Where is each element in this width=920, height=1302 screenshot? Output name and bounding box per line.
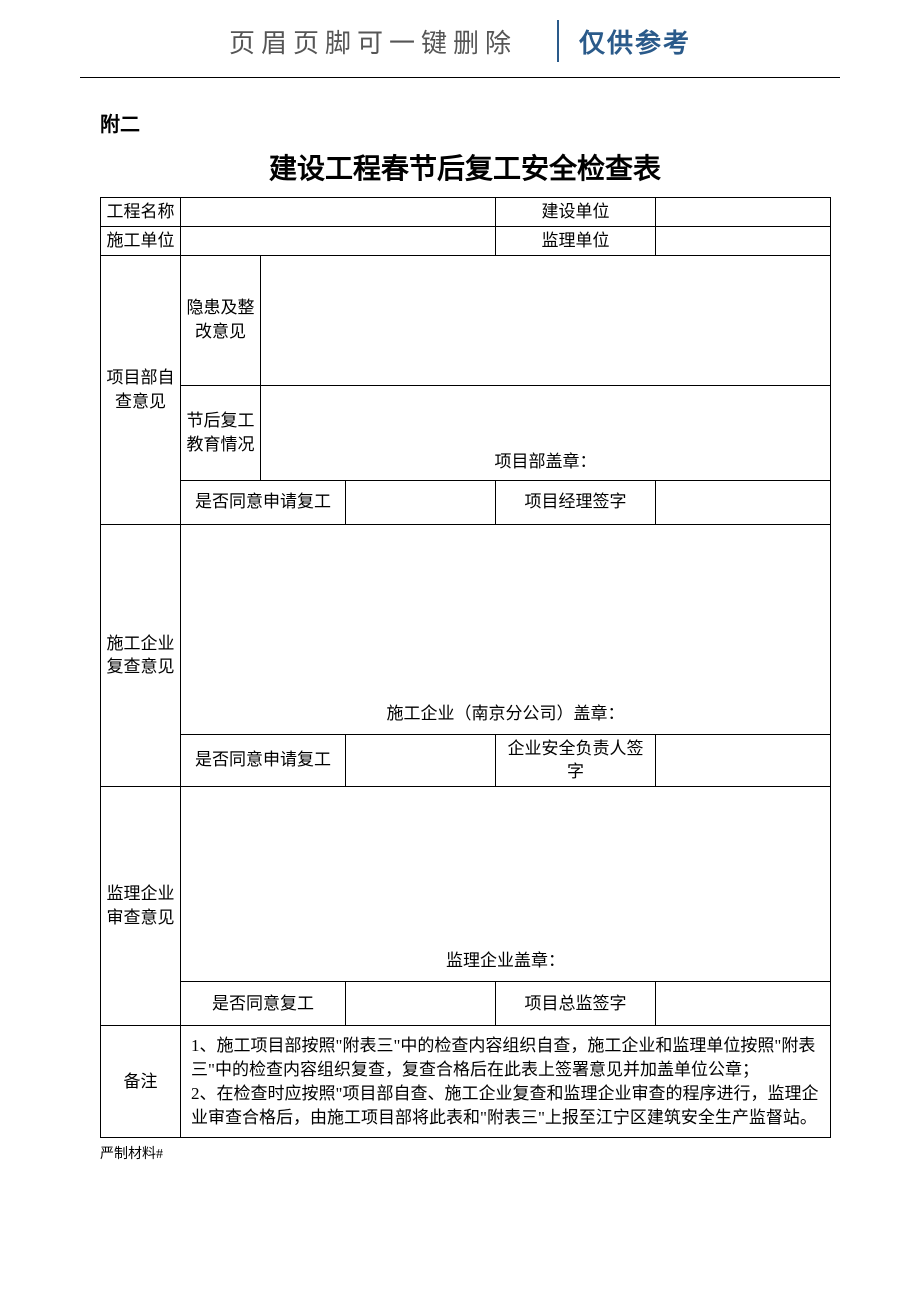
- field-pm-sign[interactable]: [656, 480, 831, 524]
- field-agree-resume-1[interactable]: [346, 480, 496, 524]
- note-line-1: 1、施工项目部按照"附表三"中的检查内容组织自查，施工企业和监理单位按照"附表三…: [191, 1034, 820, 1082]
- label-agree-resume-3: 是否同意复工: [181, 982, 346, 1026]
- label-notes: 备注: [101, 1026, 181, 1138]
- annex-label: 附二: [100, 108, 830, 137]
- field-supervision-review[interactable]: 监理企业盖章：: [181, 787, 831, 982]
- label-construction-unit: 施工单位: [101, 226, 181, 255]
- label-pm-sign: 项目经理签字: [496, 480, 656, 524]
- stamp-supervision: 监理企业盖章：: [446, 951, 565, 970]
- header-divider: [557, 20, 559, 62]
- label-build-unit: 建设单位: [496, 198, 656, 227]
- field-project-name[interactable]: [181, 198, 496, 227]
- field-education[interactable]: 项目部盖章：: [261, 385, 831, 480]
- label-agree-resume-1: 是否同意申请复工: [181, 480, 346, 524]
- field-safety-officer-sign[interactable]: [656, 734, 831, 787]
- notes-content: 1、施工项目部按照"附表三"中的检查内容组织自查，施工企业和监理单位按照"附表三…: [181, 1026, 831, 1138]
- label-safety-officer-sign: 企业安全负责人签字: [496, 734, 656, 787]
- label-self-check: 项目部自查意见: [101, 255, 181, 524]
- header-right-text: 仅供参考: [579, 23, 691, 60]
- label-supervision-unit: 监理单位: [496, 226, 656, 255]
- label-chief-sign: 项目总监签字: [496, 982, 656, 1026]
- label-hidden-danger: 隐患及整改意见: [181, 255, 261, 385]
- label-project-name: 工程名称: [101, 198, 181, 227]
- field-construction-unit[interactable]: [181, 226, 496, 255]
- stamp-project-dept: 项目部盖章：: [495, 452, 597, 471]
- page-header: 页眉页脚可一键删除 仅供参考: [0, 0, 920, 77]
- document-title: 建设工程春节后复工安全检查表: [100, 147, 830, 187]
- label-enterprise-review: 施工企业复查意见: [101, 524, 181, 787]
- field-chief-sign[interactable]: [656, 982, 831, 1026]
- header-left-text: 页眉页脚可一键删除: [229, 23, 517, 60]
- page-footer: 严制材料#: [0, 1138, 920, 1163]
- field-agree-resume-2[interactable]: [346, 734, 496, 787]
- stamp-enterprise: 施工企业（南京分公司）盖章：: [387, 704, 625, 723]
- label-supervision-review: 监理企业审查意见: [101, 787, 181, 1026]
- label-education: 节后复工教育情况: [181, 385, 261, 480]
- field-hidden-danger[interactable]: [261, 255, 831, 385]
- field-supervision-unit[interactable]: [656, 226, 831, 255]
- label-agree-resume-2: 是否同意申请复工: [181, 734, 346, 787]
- content-area: 附二 建设工程春节后复工安全检查表 工程名称 建设单位 施工单位 监理单位: [0, 78, 920, 1138]
- field-enterprise-review[interactable]: 施工企业（南京分公司）盖章：: [181, 524, 831, 734]
- field-build-unit[interactable]: [656, 198, 831, 227]
- note-line-2: 2、在检查时应按照"项目部自查、施工企业复查和监理企业审查的程序进行，监理企业审…: [191, 1082, 820, 1130]
- field-agree-resume-3[interactable]: [346, 982, 496, 1026]
- inspection-form-table: 工程名称 建设单位 施工单位 监理单位 项目部自查意见 隐患及整改意见 节后复工…: [100, 197, 831, 1138]
